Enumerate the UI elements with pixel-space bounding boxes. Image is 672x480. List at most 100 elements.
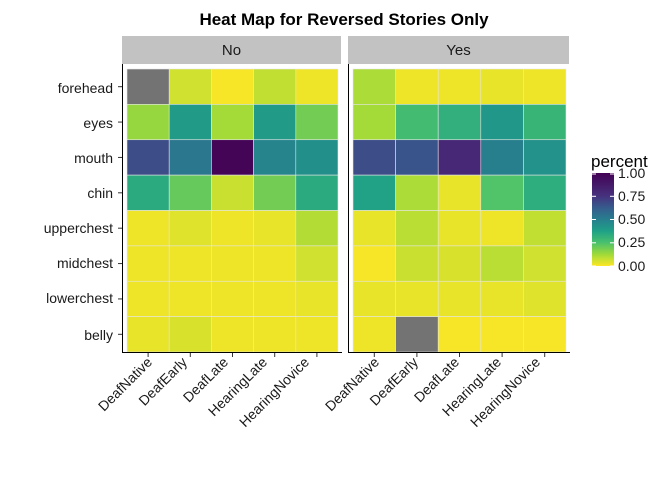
facet-strip-no [122,36,341,64]
cell-yes-mouth-hearinglate [480,139,524,176]
cell-yes-forehead-deaflate [437,68,482,105]
cell-yes-lowerchest-deafnative [352,280,396,317]
facet-label-yes: Yes [446,42,470,59]
cell-no-upperchest-deafnative [126,210,170,247]
cell-yes-lowerchest-deafearly [395,280,439,317]
cell-no-mouth-deafnative [126,139,170,176]
cell-no-chin-deafnative [126,174,170,211]
cell-no-upperchest-hearinglate [253,210,297,247]
cell-no-upperchest-hearingnovice [295,210,339,247]
cell-yes-eyes-hearingnovice [523,104,567,141]
cell-no-forehead-deafnative [126,68,170,105]
cell-yes-upperchest-deaflate [437,210,482,247]
cell-no-belly-hearinglate [253,316,297,353]
cell-yes-forehead-hearinglate [480,68,524,105]
cell-no-mouth-deaflate [211,139,254,176]
cell-yes-mouth-deafearly [395,139,439,176]
cell-no-forehead-deaflate [211,68,254,105]
cell-no-midchest-hearinglate [253,245,297,282]
cell-yes-belly-hearingnovice [523,316,567,353]
legend-colorbar [592,173,614,266]
cell-no-chin-hearinglate [253,174,297,211]
legend-tick-0-75: 0.75 [618,188,645,204]
cell-yes-eyes-deaflate [437,104,482,141]
cell-yes-chin-deafearly [395,174,439,211]
cell-yes-mouth-deaflate [437,139,482,176]
cell-no-belly-deafnative [126,316,170,353]
cell-no-mouth-deafearly [168,139,212,176]
cell-no-lowerchest-deafearly [168,280,212,317]
y-label-lowerchest: lowerchest [46,290,113,306]
cell-no-upperchest-deafearly [168,210,212,247]
y-label-belly: belly [84,327,113,343]
cell-no-midchest-deafnative [126,245,170,282]
x-axis-labels-no: DeafNative DeafEarly DeafLate HearingLat… [95,354,312,430]
cell-yes-midchest-deaflate [437,245,482,282]
y-label-midchest: midchest [57,255,113,271]
legend-title: percent [591,152,648,171]
legend-tick-1-00: 1.00 [618,165,645,181]
y-label-chin: chin [87,185,113,201]
cell-yes-eyes-hearinglate [480,104,524,141]
cell-yes-midchest-deafnative [352,245,396,282]
cell-no-forehead-deafearly [168,68,212,105]
cell-yes-eyes-deafearly [395,104,439,141]
cell-yes-eyes-deafnative [352,104,396,141]
cell-no-lowerchest-hearingnovice [295,280,339,317]
cell-yes-belly-hearinglate [480,316,524,353]
legend-tickmarks [592,173,614,267]
legend-tick-0-50: 0.50 [618,211,645,227]
cell-yes-midchest-hearingnovice [523,245,567,282]
cell-no-lowerchest-deaflate [211,280,254,317]
y-label-forehead: forehead [58,80,113,96]
cell-yes-upperchest-hearingnovice [523,210,567,247]
cell-no-midchest-deaflate [211,245,254,282]
x-axis-labels-yes: DeafNative DeafEarly DeafLate HearingLat… [322,354,543,430]
cell-yes-chin-hearingnovice [523,174,567,211]
cell-no-midchest-deafearly [168,245,212,282]
cell-no-chin-hearingnovice [295,174,339,211]
facet-strip-yes [348,36,569,64]
cell-no-chin-deafearly [168,174,212,211]
cell-no-chin-deaflate [211,174,254,211]
cell-no-lowerchest-deafnative [126,280,170,317]
cell-yes-chin-deaflate [437,174,482,211]
cell-no-midchest-hearingnovice [295,245,339,282]
cell-yes-midchest-deafearly [395,245,439,282]
cell-no-forehead-hearingnovice [295,68,339,105]
cell-no-belly-deafearly [168,316,212,353]
cell-yes-forehead-hearingnovice [523,68,567,105]
y-label-mouth: mouth [74,150,113,166]
facet-label-no: No [222,42,241,59]
x-label-yes-hearingnovice: HearingNovice [467,354,543,430]
axes [118,64,570,357]
cell-yes-belly-deaflate [437,316,482,353]
cell-yes-upperchest-deafearly [395,210,439,247]
cell-yes-forehead-deafnative [352,68,396,105]
cell-yes-mouth-deafnative [352,139,396,176]
y-axis-labels: forehead eyes mouth chin upperchest midc… [44,80,113,343]
legend-tick-0-00: 0.00 [618,258,645,274]
cell-yes-mouth-hearingnovice [523,139,567,176]
cell-no-belly-deaflate [211,316,254,353]
cell-no-mouth-hearingnovice [295,139,339,176]
heatmap-cells [126,68,567,353]
cell-yes-belly-deafnative [352,316,396,353]
cell-yes-chin-deafnative [352,174,396,211]
cell-no-belly-hearingnovice [295,316,339,353]
cell-yes-upperchest-deafnative [352,210,396,247]
y-label-upperchest: upperchest [44,220,113,236]
cell-no-eyes-deaflate [211,104,254,141]
cell-yes-lowerchest-deaflate [437,280,482,317]
cell-yes-lowerchest-hearinglate [480,280,524,317]
cell-no-eyes-hearingnovice [295,104,339,141]
y-label-eyes: eyes [83,115,113,131]
cell-no-eyes-hearinglate [253,104,297,141]
legend-ticks: 1.00 0.75 0.50 0.25 0.00 [618,165,645,274]
cell-no-mouth-hearinglate [253,139,297,176]
cell-yes-lowerchest-hearingnovice [523,280,567,317]
cell-no-lowerchest-hearinglate [253,280,297,317]
cell-no-eyes-deafnative [126,104,170,141]
cell-yes-midchest-hearinglate [480,245,524,282]
